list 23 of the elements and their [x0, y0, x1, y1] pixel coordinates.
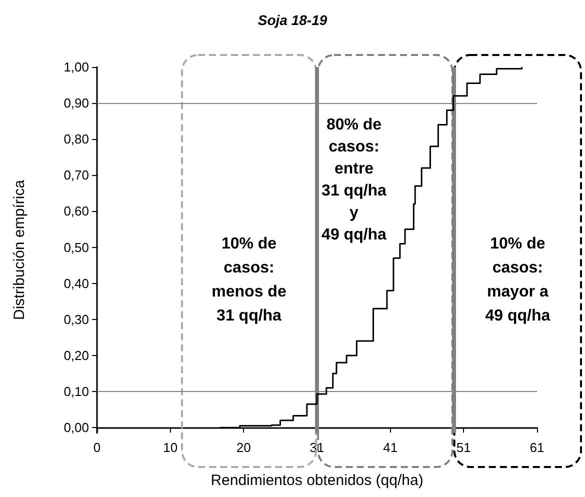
y-tick-label: 0,60 — [64, 204, 89, 219]
y-tick-label: 0,50 — [64, 240, 89, 255]
y-tick-label: 0,20 — [64, 348, 89, 363]
x-tick-label: 41 — [383, 440, 398, 455]
x-tick-label: 10 — [163, 440, 178, 455]
y-tick-label: 0,00 — [64, 420, 89, 436]
annotation: 80% de casos: entre 31 qq/ha y 49 qq/ha — [322, 116, 387, 244]
y-axis-title: Distribución empírica — [11, 179, 28, 320]
y-tick-label: 0,10 — [64, 384, 89, 400]
x-tick-label: 0 — [93, 440, 101, 455]
y-tick-label: 0,40 — [64, 276, 89, 291]
annotation: 10% de casos: menos de 31 qq/ha — [212, 236, 286, 324]
x-axis-title: Rendimientos obtenidos (qq/ha) — [210, 472, 424, 489]
y-tick-label: 0,80 — [64, 132, 89, 147]
chart-title: Soja 18-19 — [258, 12, 328, 28]
x-tick-label: 51 — [456, 440, 471, 455]
y-tick-label: 0,70 — [64, 168, 89, 183]
y-tick-label: 0,90 — [64, 96, 89, 111]
y-tick-label: 0,30 — [64, 312, 89, 327]
x-tick-label: 20 — [236, 440, 251, 455]
annotation: 10% de casos: mayor a 49 qq/ha — [485, 236, 550, 324]
y-tick-label: 1,00 — [64, 60, 89, 74]
x-tick-label: 61 — [530, 440, 544, 455]
